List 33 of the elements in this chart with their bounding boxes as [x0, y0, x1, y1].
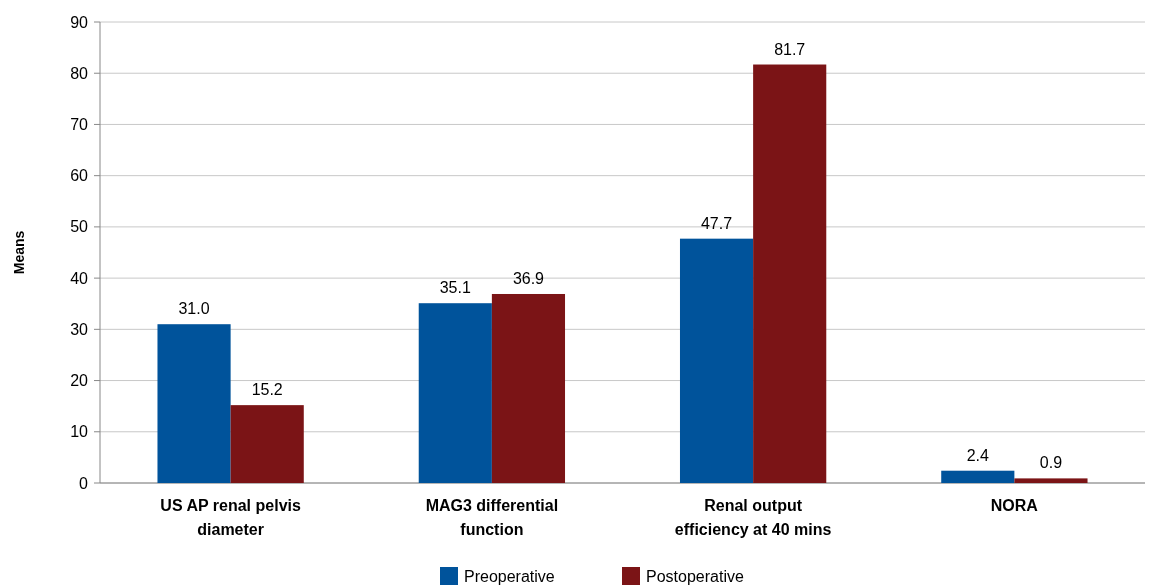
y-tick-label: 80 [70, 64, 89, 82]
data-label: 36.9 [512, 269, 545, 287]
legend-label: Postoperative [646, 567, 744, 585]
y-tick-label: 40 [70, 269, 89, 287]
bar [1014, 478, 1088, 483]
x-tick-label: NORA [990, 497, 1039, 514]
y-tick-label: 50 [70, 218, 89, 236]
data-label: 0.9 [1039, 454, 1063, 472]
y-tick-label: 90 [70, 13, 89, 31]
y-axis-title: Means [11, 230, 27, 275]
bar [753, 64, 827, 483]
data-label: 15.2 [251, 381, 283, 399]
y-tick-label: 60 [70, 167, 89, 185]
y-tick-label: 20 [70, 372, 89, 390]
y-tick-label: 10 [70, 423, 89, 441]
legend-label: Preoperative [464, 567, 555, 585]
x-tick-label: MAG3 differential function [425, 497, 559, 538]
x-tick-label: US AP renal pelvis diameter [160, 497, 301, 538]
data-label: 81.7 [774, 40, 806, 58]
data-label: 31.0 [178, 300, 210, 318]
y-tick-label: 30 [70, 320, 89, 338]
bar [679, 238, 754, 483]
bar [418, 303, 492, 483]
bar [491, 293, 566, 483]
data-label: 2.4 [966, 446, 990, 464]
y-tick-label: 70 [70, 116, 89, 134]
data-label: 35.1 [439, 279, 471, 297]
bar [157, 324, 231, 483]
x-tick-label: Renal output efficiency at 40 mins [674, 497, 832, 538]
y-tick-label: 0 [79, 474, 89, 492]
data-label: 47.7 [700, 214, 733, 232]
bar [941, 470, 1015, 483]
bar [230, 405, 304, 483]
